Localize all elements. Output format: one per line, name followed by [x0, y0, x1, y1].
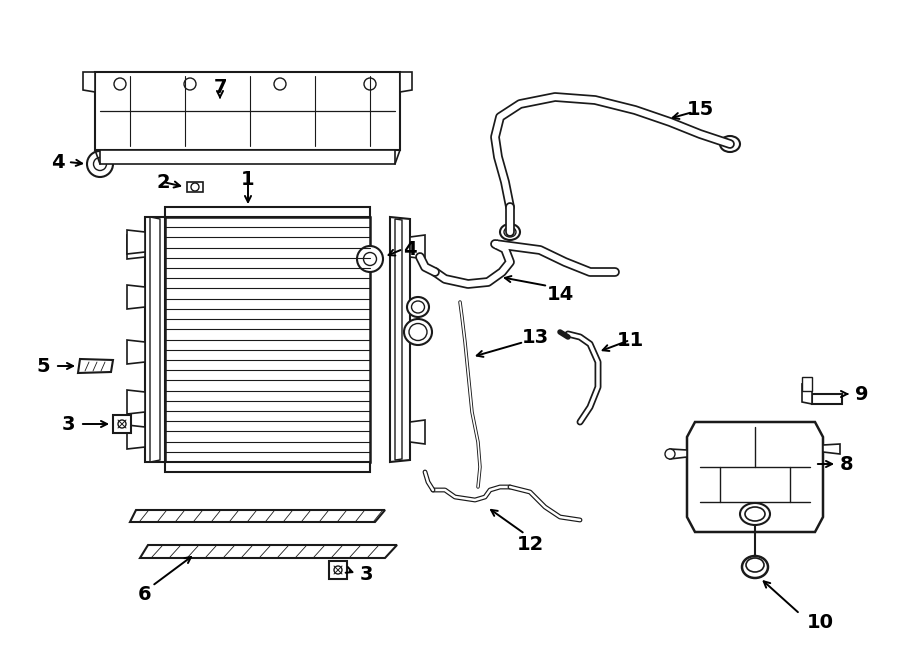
- Circle shape: [114, 78, 126, 90]
- Circle shape: [191, 183, 199, 191]
- Text: 7: 7: [213, 77, 227, 97]
- Polygon shape: [410, 420, 425, 444]
- Polygon shape: [127, 390, 145, 414]
- Text: 12: 12: [517, 534, 544, 553]
- Polygon shape: [127, 340, 145, 364]
- Ellipse shape: [745, 507, 765, 521]
- Polygon shape: [410, 235, 425, 259]
- Ellipse shape: [409, 324, 427, 340]
- Ellipse shape: [407, 297, 429, 317]
- Text: 1: 1: [241, 169, 255, 189]
- Ellipse shape: [411, 301, 425, 313]
- Polygon shape: [165, 462, 370, 472]
- Ellipse shape: [504, 227, 516, 237]
- Text: 6: 6: [139, 585, 152, 604]
- Ellipse shape: [742, 556, 768, 578]
- Ellipse shape: [87, 151, 113, 177]
- Polygon shape: [187, 182, 203, 192]
- Text: 14: 14: [546, 285, 573, 303]
- Ellipse shape: [94, 158, 106, 171]
- Polygon shape: [165, 217, 370, 462]
- Polygon shape: [113, 415, 131, 433]
- Polygon shape: [165, 207, 370, 217]
- Text: 10: 10: [806, 612, 833, 632]
- Text: 11: 11: [616, 330, 643, 350]
- Text: 3: 3: [360, 565, 373, 583]
- Text: 2: 2: [157, 173, 170, 191]
- Text: 8: 8: [840, 455, 853, 473]
- Polygon shape: [140, 545, 397, 558]
- Polygon shape: [802, 377, 812, 391]
- Polygon shape: [400, 72, 412, 92]
- Polygon shape: [150, 217, 160, 462]
- Text: 4: 4: [51, 152, 65, 171]
- Ellipse shape: [740, 503, 770, 525]
- Ellipse shape: [665, 449, 675, 459]
- Polygon shape: [127, 230, 145, 254]
- Ellipse shape: [404, 319, 432, 345]
- Polygon shape: [329, 561, 347, 579]
- Polygon shape: [127, 425, 145, 449]
- Ellipse shape: [364, 252, 376, 265]
- Text: 5: 5: [36, 357, 50, 375]
- Text: 9: 9: [855, 385, 868, 404]
- Circle shape: [334, 566, 342, 574]
- Polygon shape: [390, 217, 410, 462]
- Ellipse shape: [720, 136, 740, 152]
- Polygon shape: [823, 444, 840, 454]
- Polygon shape: [670, 449, 687, 459]
- Polygon shape: [130, 510, 385, 522]
- Circle shape: [184, 78, 196, 90]
- Circle shape: [118, 420, 126, 428]
- Polygon shape: [95, 72, 400, 150]
- Polygon shape: [802, 384, 812, 404]
- Text: 13: 13: [521, 328, 549, 346]
- Text: 4: 4: [403, 240, 417, 258]
- Polygon shape: [145, 217, 165, 462]
- Polygon shape: [687, 422, 823, 532]
- Ellipse shape: [746, 558, 764, 572]
- Polygon shape: [395, 219, 402, 460]
- Text: 15: 15: [687, 99, 714, 118]
- Text: 3: 3: [61, 414, 75, 434]
- Polygon shape: [100, 150, 395, 164]
- Circle shape: [364, 78, 376, 90]
- Polygon shape: [812, 394, 842, 404]
- Polygon shape: [78, 359, 113, 373]
- Polygon shape: [127, 235, 145, 259]
- Polygon shape: [127, 285, 145, 309]
- Polygon shape: [83, 72, 95, 92]
- Circle shape: [274, 78, 286, 90]
- Ellipse shape: [357, 246, 383, 272]
- Ellipse shape: [500, 224, 520, 240]
